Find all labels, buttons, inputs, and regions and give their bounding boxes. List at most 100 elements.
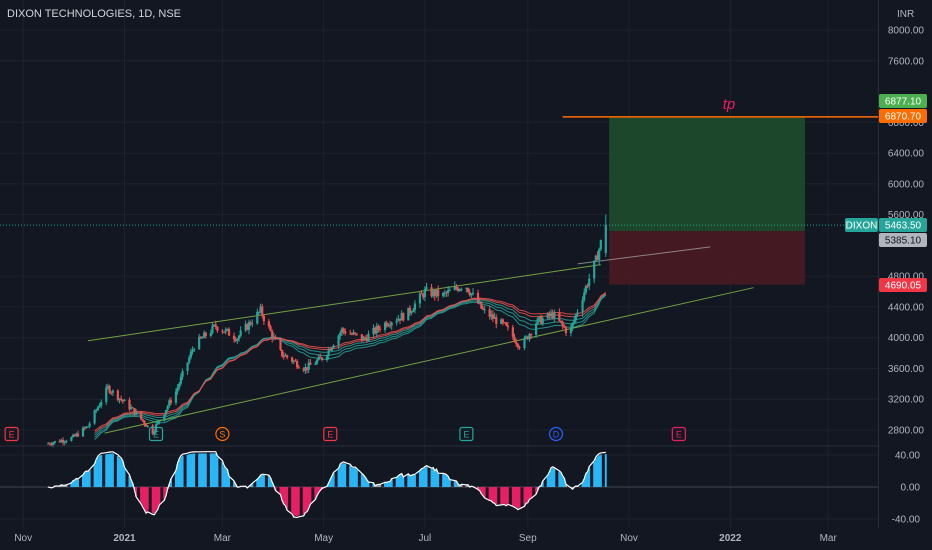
candle-body (163, 414, 166, 421)
oscillator-bar (513, 487, 516, 507)
event-marker[interactable]: E (671, 426, 686, 442)
oscillator-bar (561, 476, 564, 487)
candle-body (397, 318, 400, 321)
candle-body (164, 409, 168, 415)
candle-body (332, 345, 335, 348)
position-zones (609, 116, 805, 285)
candle-body (495, 317, 498, 324)
candle-body (76, 433, 80, 437)
event-marker[interactable]: S (215, 426, 230, 442)
oscillator-bar (320, 487, 323, 489)
candle-body (295, 361, 299, 368)
candle-body (216, 326, 219, 331)
oscillator-bar (354, 468, 357, 487)
oscillator-bar (294, 487, 297, 516)
oscillator-bar (525, 487, 528, 503)
oscillator-bar (203, 453, 206, 487)
candle-body (174, 391, 178, 403)
oscillator-bar (233, 481, 236, 487)
candle-body (534, 323, 538, 335)
price-axis: 8000.00 7600.00 6800.00 6400.00 6000.00 5600.… (888, 26, 925, 437)
candle-body (158, 420, 161, 422)
candle-body (319, 356, 322, 358)
oscillator-bar (349, 465, 352, 487)
oscillator-bar (169, 479, 172, 487)
oscillator-bar (297, 487, 300, 516)
candle-body (95, 410, 98, 412)
oscillator-bar (536, 487, 539, 491)
candle-body (574, 314, 578, 320)
oscillator-bar (457, 484, 460, 487)
oscillator-bar (445, 475, 448, 487)
oscillator-bar (251, 483, 254, 487)
candle-body (546, 313, 549, 319)
oscillator-bar (317, 487, 320, 493)
time-tick-label: Nov (620, 533, 638, 544)
candle-body (432, 290, 435, 297)
candle-body (234, 339, 237, 341)
candle-body (224, 329, 227, 333)
price-mark-entry-text: 5385.10 (885, 236, 922, 247)
candle-body (350, 333, 353, 335)
candle-body (395, 320, 398, 323)
tp-annotation[interactable]: tp (723, 96, 736, 113)
candle-body (584, 285, 587, 293)
candle-body (151, 425, 154, 434)
candle-body (478, 301, 481, 304)
candle-body (131, 407, 134, 409)
candle-body (85, 426, 88, 429)
oscillator-bar (541, 481, 544, 487)
price-mark-stop: 4690.05 (879, 278, 927, 292)
oscillator-bar (387, 482, 390, 487)
oscillator-bar (309, 487, 312, 504)
candle-body (378, 329, 382, 331)
candle-body (251, 323, 254, 325)
candle-body (453, 286, 456, 290)
candle-body (412, 310, 415, 312)
candle-body (118, 398, 121, 401)
candle-body (209, 332, 212, 336)
oscillator-bar (535, 487, 538, 494)
oscillator-bar (553, 468, 556, 487)
event-marker[interactable]: E (323, 426, 338, 442)
oscillator-bar (262, 474, 265, 487)
event-marker[interactable]: E (4, 426, 19, 442)
candle-body (317, 356, 320, 361)
oscillator-bar (491, 487, 494, 502)
oscillator-bar (340, 463, 343, 487)
event-marker-letter: D (553, 430, 560, 440)
candle-body (309, 362, 312, 365)
candle-body (490, 314, 493, 317)
oscillator-bar (100, 454, 103, 487)
oscillator-bar (408, 476, 411, 487)
oscillator-bar (584, 474, 587, 487)
oscillator-bar (181, 455, 184, 487)
oscillator-bar (249, 484, 252, 487)
moving-average-line (94, 294, 607, 438)
oscillator-bar (188, 454, 191, 487)
candle-body (247, 322, 251, 330)
candle-body (598, 249, 601, 261)
candle-body (249, 322, 252, 325)
candle-body (407, 307, 410, 321)
candle-body (52, 442, 55, 446)
candle-body (505, 322, 508, 326)
event-marker[interactable]: E (148, 426, 164, 442)
price-mark-last-box (879, 218, 927, 232)
oscillator-bar (339, 465, 342, 487)
candle-body (98, 405, 101, 408)
candle-body (100, 402, 103, 406)
candle-body (286, 355, 289, 358)
candle-body (511, 327, 514, 337)
candle-body (604, 225, 607, 254)
event-marker[interactable]: E (459, 426, 474, 442)
oscillator-bar (337, 469, 340, 487)
candle-body (262, 315, 265, 322)
candle-body (573, 319, 576, 323)
oscillator-bar (559, 473, 562, 487)
event-marker[interactable]: D (548, 426, 564, 442)
oscillator-bar (256, 479, 259, 487)
price-marks: 6877.10 6870.70 5463.50 5385.10 4690.05 DIXON (845, 94, 927, 292)
oscillator-bar (108, 453, 111, 487)
